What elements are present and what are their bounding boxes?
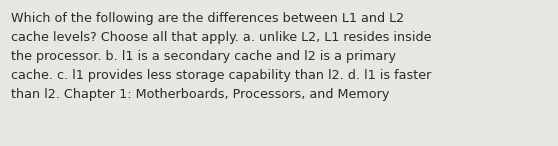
Text: cache levels? Choose all that apply. a. unlike L2, L1 resides inside: cache levels? Choose all that apply. a. … [11,31,431,44]
Text: cache. c. l1 provides less storage capability than l2. d. l1 is faster: cache. c. l1 provides less storage capab… [11,69,431,82]
Text: Which of the following are the differences between L1 and L2: Which of the following are the differenc… [11,12,404,25]
Text: than l2. Chapter 1: Motherboards, Processors, and Memory: than l2. Chapter 1: Motherboards, Proces… [11,88,389,101]
Text: the processor. b. l1 is a secondary cache and l2 is a primary: the processor. b. l1 is a secondary cach… [11,50,396,63]
